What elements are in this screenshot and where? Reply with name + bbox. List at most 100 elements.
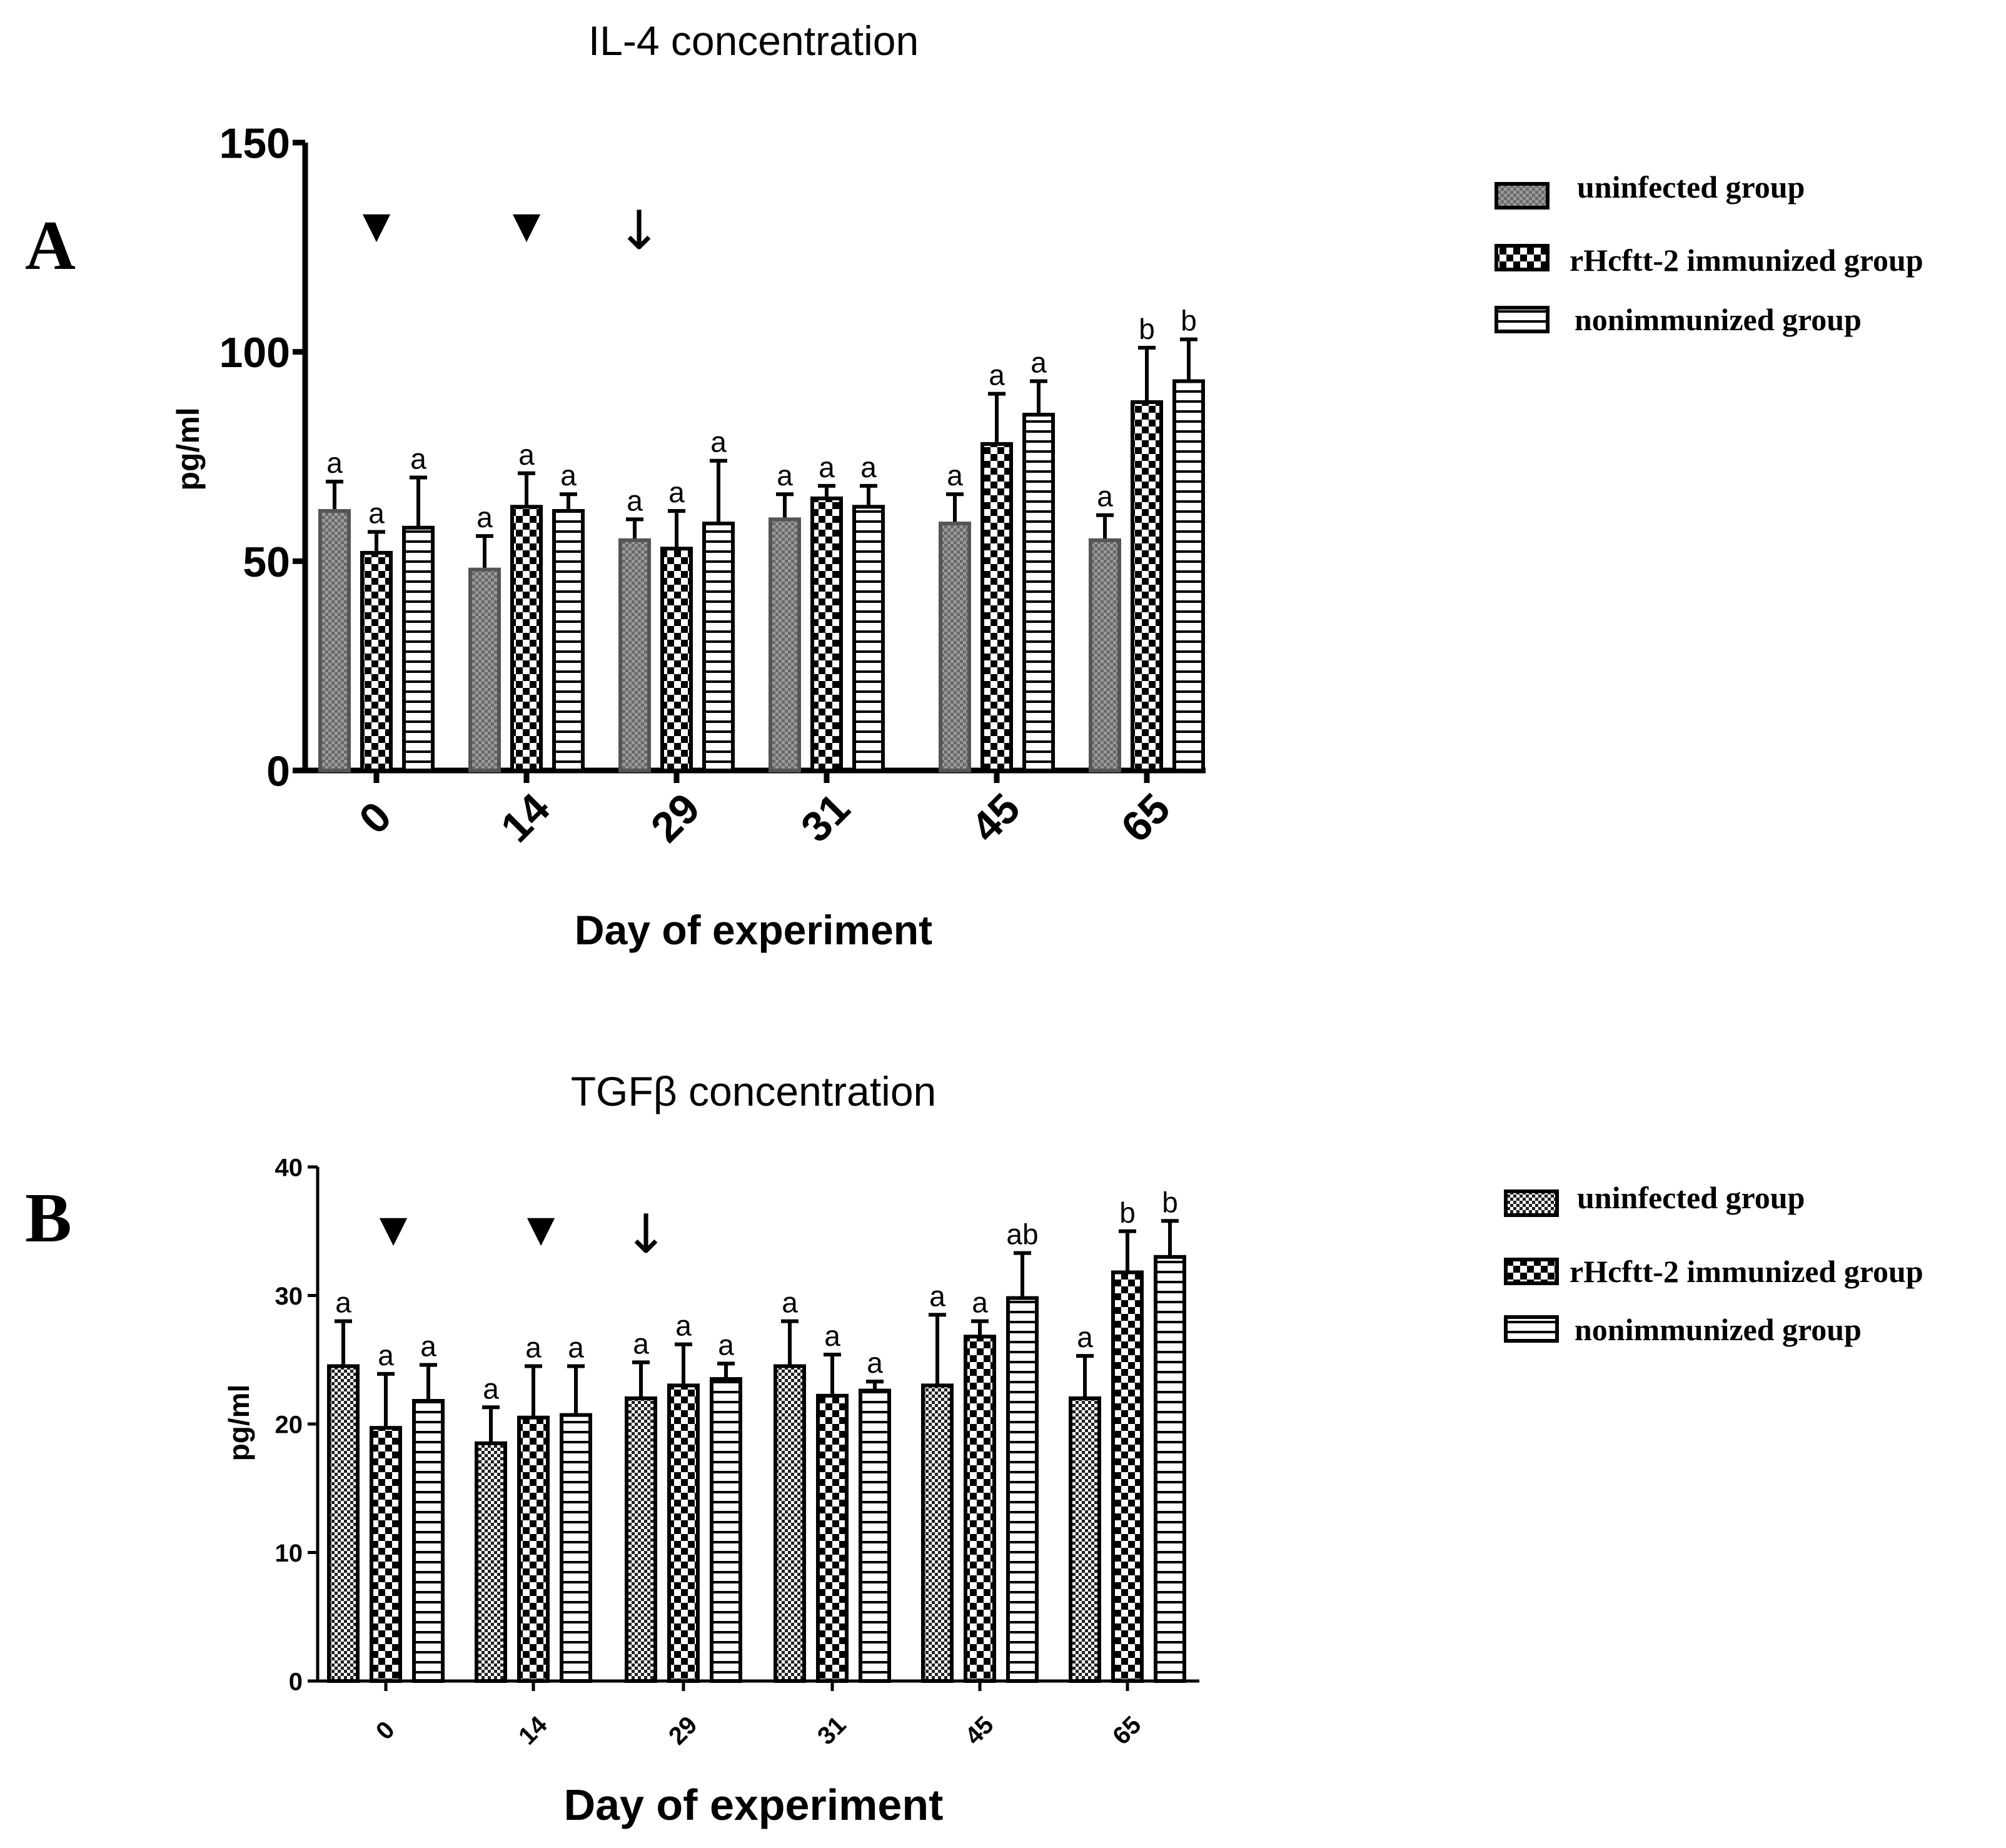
legend-a-swatch-uninfected (1494, 182, 1550, 210)
chart-a-sig-label: a (1031, 346, 1047, 379)
chart-a-sig-label: a (989, 359, 1005, 391)
legend-b-swatch-uninfected (1504, 1189, 1559, 1217)
chart-a-title: IL-4 concentration (588, 18, 919, 64)
chart-b-sig-label: b (1162, 1186, 1178, 1218)
chart-a-bar (510, 505, 543, 772)
arrow-down-icon: ↓ (617, 199, 662, 262)
chart-a-y-tick-label: 0 (266, 747, 290, 795)
chart-b-x-tick-label: 45 (960, 1711, 999, 1750)
chart-b-sig-label: a (378, 1339, 394, 1371)
chart-a-sig-label: a (410, 442, 426, 475)
chart-b-sig-label: ab (1006, 1218, 1038, 1251)
chart-a-sig-label: a (1097, 480, 1113, 513)
chart-a-sig-label: a (777, 459, 793, 492)
chart-a-ylabel: pg/ml (171, 407, 206, 490)
chart-a-sig-label: a (476, 501, 493, 533)
chart-a-y-tick-label: 100 (219, 329, 290, 376)
chart-b-sig-label: a (568, 1331, 584, 1364)
chart-b-bar (370, 1426, 402, 1684)
chart-a-bar (1089, 538, 1121, 772)
chart-b-sig-label: a (972, 1286, 988, 1319)
chart-b-bar (1006, 1296, 1039, 1684)
arrowhead-down-icon: ▼ (363, 204, 391, 246)
chart-b-bar (774, 1364, 806, 1683)
arrowhead-down-icon: ▼ (527, 1208, 555, 1250)
chart-b-sig-label: a (782, 1286, 798, 1319)
chart-a-sig-label: a (710, 426, 727, 458)
chart-a-x-tick-label: 0 (350, 793, 400, 843)
chart-a-bar (810, 496, 843, 773)
chart-a-sig-label: a (860, 451, 877, 483)
chart-b-bar (1154, 1255, 1186, 1683)
chart-a-sig-label: a (627, 484, 643, 517)
legend-b-label-nonimmunized: nonimmunized group (1575, 1312, 1862, 1347)
chart-a-sig-label: a (947, 459, 963, 492)
chart-a-sig-label: a (819, 451, 835, 483)
chart-a-x-tick-label: 45 (962, 784, 1029, 851)
chart-a-bar (552, 509, 585, 772)
chart-a-sig-label: a (368, 497, 385, 529)
arrow-down-icon: ↓ (623, 1203, 668, 1266)
legend-a-swatch-nonimmunized (1494, 306, 1550, 333)
chart-b-sig-label: a (633, 1327, 649, 1360)
chart-b-sig-label: a (718, 1328, 734, 1361)
chart-a-bar (702, 522, 735, 772)
chart-a-sig-label: b (1139, 313, 1155, 345)
legend-b-label-immunized: rHcftt-2 immunized group (1570, 1254, 1923, 1289)
chart-a-x-tick-label: 65 (1112, 784, 1179, 851)
chart-b-bar (921, 1383, 954, 1684)
arrowhead-down-icon: ▼ (513, 204, 541, 246)
chart-b-sig-label: a (929, 1280, 945, 1312)
chart-b-x-tick-label: 65 (1107, 1711, 1147, 1750)
chart-b-bar (475, 1441, 507, 1683)
chart-a-x-tick-label: 29 (642, 784, 709, 851)
chart-b-bar (560, 1413, 592, 1683)
chart-a-sig-label: a (560, 459, 577, 492)
chart-a-bar (980, 442, 1013, 772)
chart-b-bar (327, 1364, 360, 1683)
chart-a-y-tick-label: 50 (243, 538, 290, 586)
chart-a-sig-label: b (1181, 305, 1197, 337)
legend-a-swatch-immunized (1494, 244, 1550, 271)
chart-b-sig-label: a (420, 1330, 436, 1362)
legend-b-label-uninfected: uninfected group (1577, 1180, 1805, 1215)
chart-b-sig-label: b (1119, 1196, 1136, 1229)
chart-b-y-tick-label: 30 (275, 1283, 303, 1310)
legend-b-swatch-nonimmunized (1504, 1315, 1559, 1343)
chart-b-bar (412, 1399, 445, 1683)
arrowhead-down-icon: ▼ (380, 1208, 408, 1250)
chart-a-sig-label: a (668, 476, 685, 508)
chart-a-xlabel: Day of experiment (575, 907, 932, 953)
chart-b-bar (625, 1396, 657, 1683)
chart-b-title: TGFβ concentration (571, 1068, 937, 1114)
chart-a-bar (939, 522, 971, 772)
chart-a-bar (468, 567, 501, 772)
chart-a-sig-label: a (326, 447, 343, 479)
legend-b-swatch-immunized (1504, 1258, 1559, 1285)
chart-b-y-tick-label: 20 (275, 1411, 303, 1438)
chart-a-bar (318, 509, 351, 772)
chart-a-x-tick-label: 14 (492, 784, 559, 851)
chart-b-bar (964, 1335, 996, 1683)
chart-b-y-tick-label: 0 (289, 1668, 303, 1695)
chart-b-ylabel: pg/ml (223, 1385, 255, 1462)
chart-a-bar (660, 547, 693, 773)
chart-b-bar (1069, 1396, 1101, 1683)
chart-a-bar (618, 538, 651, 772)
chart-a-y-tick-label: 150 (219, 119, 290, 167)
chart-b-bar (1111, 1270, 1144, 1683)
chart-b-x-tick-label: 0 (371, 1716, 400, 1745)
chart-a-x-tick-label: 31 (792, 784, 859, 851)
chart-b-x-tick-label: 29 (663, 1711, 703, 1750)
chart-b-bar (816, 1393, 849, 1684)
chart-a-bar (769, 517, 801, 773)
chart-b-sig-label: a (1077, 1321, 1093, 1353)
chart-b-sig-label: a (675, 1310, 692, 1342)
legend-a-label-immunized: rHcftt-2 immunized group (1570, 243, 1923, 278)
chart-b-bar (710, 1377, 742, 1683)
chart-a-bar (402, 525, 435, 773)
chart-a-bar (1131, 400, 1163, 772)
